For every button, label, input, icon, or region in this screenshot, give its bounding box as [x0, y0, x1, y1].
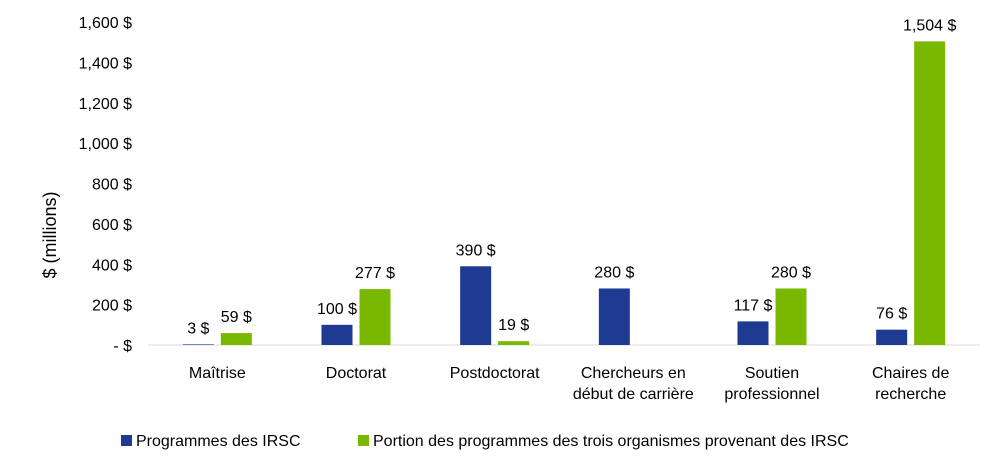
data-label: 76 $: [876, 306, 907, 323]
bar-trois-organismes: [220, 333, 252, 345]
bar-trois-organismes: [498, 341, 530, 345]
category-label: Doctorat: [326, 365, 387, 382]
data-label: 117 $: [734, 297, 773, 314]
bars-group: [182, 41, 946, 345]
category-label: début de carrière: [573, 386, 694, 403]
category-label: professionnel: [724, 386, 819, 403]
category-label: recherche: [875, 386, 946, 403]
bar-irsc: [876, 329, 908, 345]
data-labels-group: 3 $ 59 $ 100 $ 277 $ 390 $ 19 $ 280 $ 117 $ 280 …: [187, 17, 956, 337]
y-tick-label: - $: [113, 338, 132, 355]
category-label: Chaires de: [872, 365, 949, 382]
y-axis-title: $ (millions): [40, 191, 60, 278]
category-label: Postdoctorat: [450, 365, 540, 382]
y-tick-label: 1,400 $: [79, 55, 132, 72]
category-label: Soutien: [745, 365, 799, 382]
bar-trois-organismes: [359, 289, 391, 345]
y-tick-label: 1,200 $: [79, 96, 132, 113]
y-tick-label: 800 $: [92, 177, 132, 194]
y-tick-label: 200 $: [92, 298, 132, 315]
bar-irsc: [321, 324, 353, 345]
data-label: 1,504 $: [903, 17, 956, 34]
data-label: 277 $: [355, 265, 395, 282]
legend-label: Portion des programmes des trois organis…: [373, 433, 849, 450]
data-label: 280 $: [771, 264, 811, 281]
bar-irsc: [460, 266, 492, 345]
y-tick-label: 1,600 $: [79, 15, 132, 32]
data-label: 280 $: [594, 264, 634, 281]
bar-irsc: [182, 344, 214, 345]
legend-label: Programmes des IRSC: [136, 433, 301, 450]
legend: Programmes des IRSC Portion des programme…: [121, 433, 849, 450]
category-label: Chercheurs en: [581, 365, 686, 382]
category-labels-group: Maîtrise Doctorat Postdoctorat Chercheurs e…: [189, 365, 950, 403]
data-label: 390 $: [456, 242, 496, 259]
y-tick-label: 400 $: [92, 257, 132, 274]
y-axis-title-group: $ (millions): [40, 191, 60, 278]
data-label: 3 $: [187, 320, 209, 337]
data-label: 100 $: [317, 301, 357, 318]
bar-trois-organismes: [775, 288, 807, 345]
legend-swatch: [121, 435, 132, 446]
bar-irsc: [598, 288, 630, 345]
data-label: 19 $: [498, 317, 529, 334]
bar-trois-organismes: [914, 41, 946, 345]
y-tick-label: 600 $: [92, 217, 132, 234]
y-tick-label: 1,000 $: [79, 136, 132, 153]
bar-irsc: [737, 321, 769, 345]
legend-swatch: [358, 435, 369, 446]
y-axis-ticks: - $ 200 $ 400 $ 600 $ 800 $ 1,000 $ 1,200 $ 1,4…: [79, 15, 132, 355]
data-label: 59 $: [221, 309, 252, 326]
category-label: Maîtrise: [189, 365, 246, 382]
